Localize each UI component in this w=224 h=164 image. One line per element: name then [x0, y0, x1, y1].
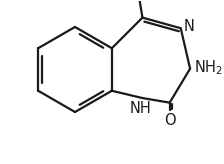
Text: N: N [184, 20, 195, 34]
Text: NH$_2$: NH$_2$ [194, 58, 224, 77]
Text: NH: NH [129, 101, 151, 116]
Text: O: O [164, 113, 176, 128]
